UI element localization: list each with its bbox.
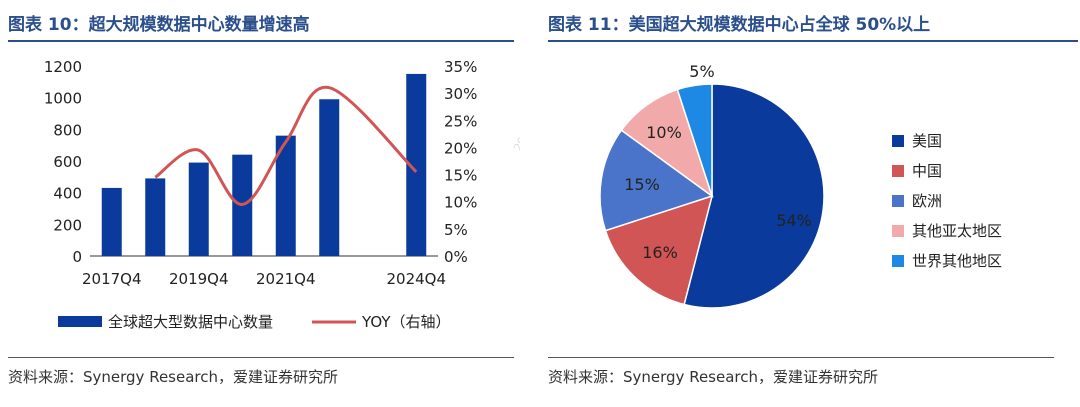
pie-legend-swatch	[892, 254, 904, 267]
bar	[145, 178, 166, 256]
bar	[275, 135, 296, 256]
x-tick-label: 2017Q4	[82, 270, 142, 288]
right-title-rule	[548, 40, 1078, 42]
pie-legend-item: 世界其他地区	[892, 250, 1002, 271]
y-left-tick-label: 600	[53, 153, 82, 171]
pie-slice-label: 10%	[646, 123, 682, 142]
y-right-tick-label: 25%	[444, 112, 477, 130]
pie-slice-label: 5%	[689, 62, 714, 81]
pie-slice-label: 15%	[624, 175, 660, 194]
pie-legend-item: 其他亚太地区	[892, 220, 1002, 241]
right-source: 资料来源：Synergy Research，爱建证券研究所	[548, 368, 879, 386]
right-chart-panel: 图表 11：美国超大规模数据中心占全球 50%以上 54% 16% 15% 10% 5%…	[540, 0, 1080, 407]
pie-slice-label: 16%	[642, 243, 678, 262]
bar	[406, 73, 427, 257]
y-right-tick-label: 20%	[444, 139, 477, 157]
pie-legend-swatch	[892, 194, 904, 207]
x-tick-label: 2021Q4	[256, 270, 316, 288]
y-right-tick-label: 35%	[444, 58, 477, 76]
y-right-tick-label: 5%	[444, 221, 468, 239]
legend-bar-label: 全球超大型数据中心数量	[108, 313, 273, 331]
yoy-line	[154, 86, 418, 206]
pie-slice	[599, 129, 714, 232]
pie-legend-label: 世界其他地区	[912, 252, 1003, 270]
left-title-rule	[8, 40, 514, 42]
y-right-tick-label: 0%	[444, 248, 468, 266]
x-tick-label: 2019Q4	[169, 270, 229, 288]
pie-legend-label: 中国	[912, 162, 943, 180]
x-tick-label: 2024Q4	[386, 270, 446, 288]
bar	[319, 99, 340, 256]
right-chart-title: 图表 11：美国超大规模数据中心占全球 50%以上	[548, 15, 931, 35]
pie-legend-item: 欧洲	[892, 190, 942, 211]
left-source-rule	[8, 357, 514, 358]
left-source: 资料来源：Synergy Research，爱建证券研究所	[8, 368, 339, 386]
pie-legend-swatch	[892, 134, 904, 147]
bar-line-chart: 0 200 400 600 800 1000 1200 0% 5% 10% 15% 20% 25% 30%…	[44, 58, 520, 331]
y-right-tick-label: 10%	[444, 194, 477, 212]
left-chart-panel: 图表 10：超大规模数据中心数量增速高 0 200 400 600 800 1000 120…	[0, 0, 520, 407]
bar	[101, 187, 122, 256]
right-source-rule	[548, 357, 1054, 358]
y-left-tick-label: 200	[53, 216, 82, 234]
y-right-tick-label: 15%	[444, 167, 477, 185]
pie-chart: 54% 16% 15% 10% 5%	[599, 62, 825, 309]
pie-legend-label: 其他亚太地区	[912, 222, 1003, 240]
pie-legend-item: 美国	[892, 130, 942, 151]
legend-line-label: YOY（右轴）	[361, 313, 451, 331]
pie-legend-swatch	[892, 164, 904, 177]
pie-slice	[676, 83, 713, 197]
legend-bar-swatch	[58, 316, 102, 327]
pie-legend-item: 中国	[892, 160, 942, 181]
pie-slice	[683, 83, 825, 309]
y-left-tick-label: 800	[53, 121, 82, 139]
pie-slice	[604, 194, 714, 306]
pie-legend-swatch	[892, 224, 904, 237]
y-right-tick-label: 30%	[444, 85, 477, 103]
pie-slice-label: 54%	[776, 211, 812, 230]
y-left-tick-label: 1000	[44, 90, 82, 108]
left-chart-title: 图表 10：超大规模数据中心数量增速高	[8, 15, 310, 35]
pie-legend-label: 美国	[912, 132, 943, 150]
y-left-tick-label: 400	[53, 185, 82, 203]
watermark-text: 2025-12-01 11:31	[511, 60, 520, 154]
bar	[188, 162, 209, 256]
y-left-tick-label: 0	[72, 248, 82, 266]
pie-legend-label: 欧洲	[912, 192, 943, 210]
y-left-tick-label: 1200	[44, 58, 82, 76]
